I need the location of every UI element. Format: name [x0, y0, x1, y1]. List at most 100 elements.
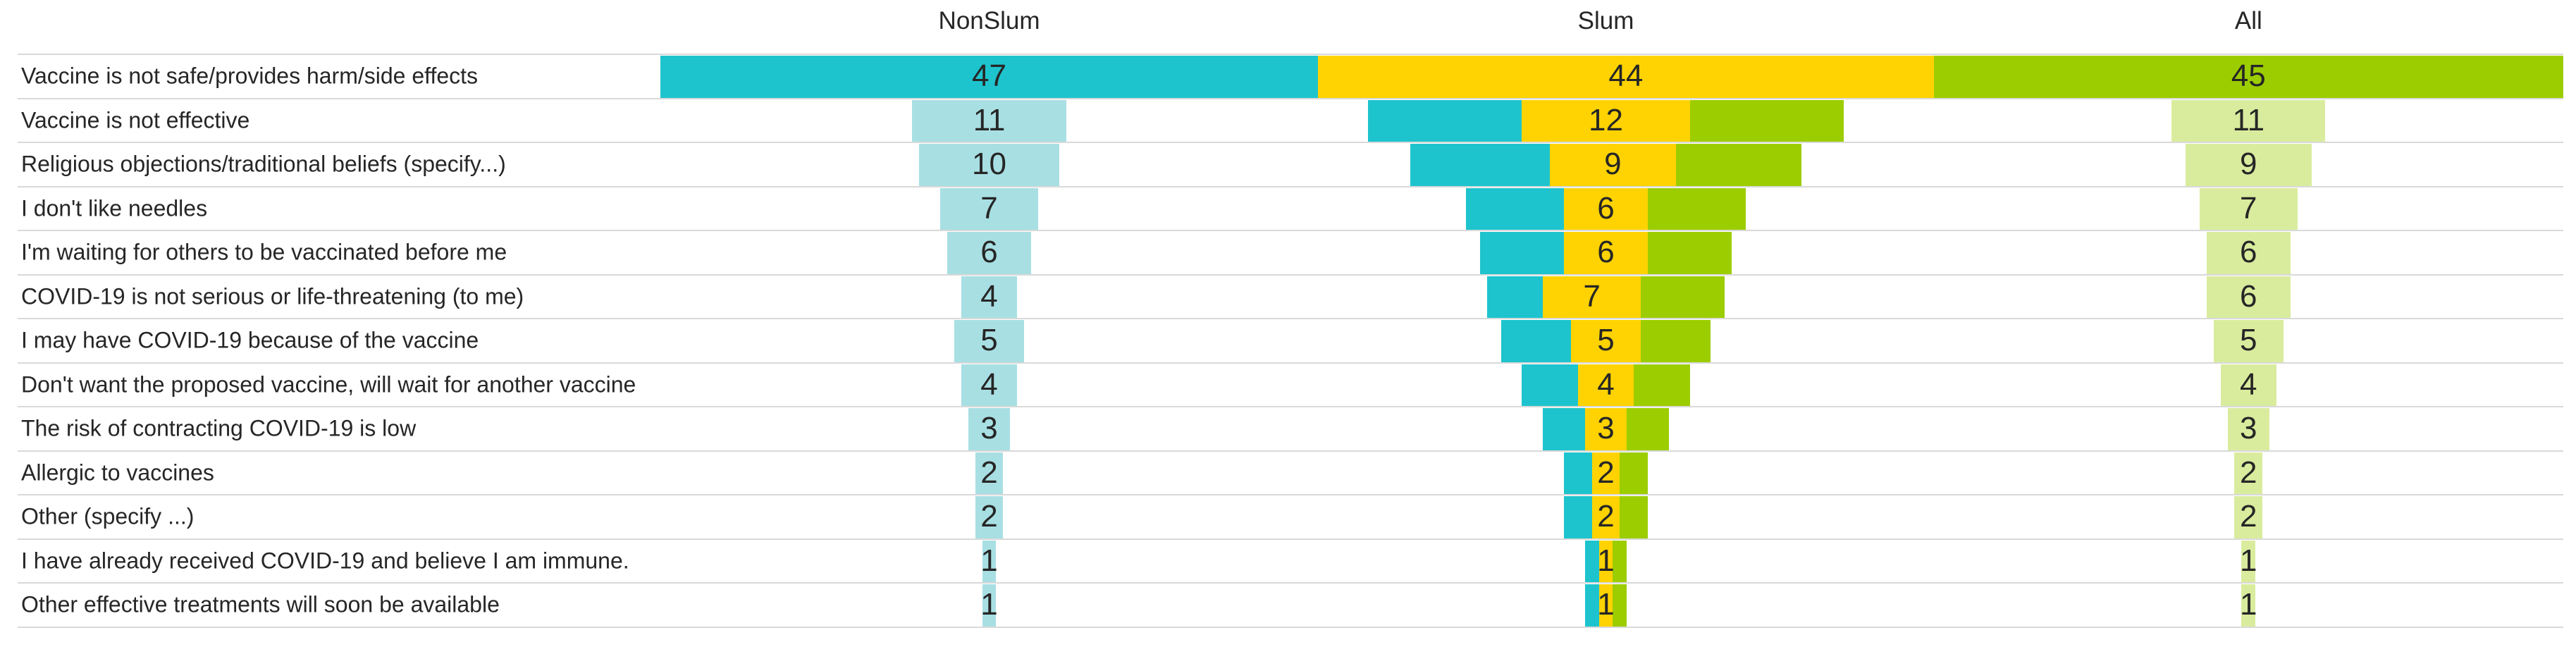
bar-slum[interactable]	[1584, 408, 1627, 451]
bar-nonslum[interactable]	[982, 584, 997, 627]
stack-segment-all[interactable]	[1689, 99, 1844, 142]
column-header-slum: Slum	[1577, 7, 1634, 35]
stack-segment-nonslum[interactable]	[1465, 187, 1564, 230]
bar-all[interactable]	[2241, 540, 2256, 583]
stack-segment-nonslum[interactable]	[1410, 144, 1551, 187]
gridline	[18, 142, 2563, 143]
bar-nonslum[interactable]	[975, 496, 1004, 539]
bar-all[interactable]	[2185, 144, 2312, 187]
stack-segment-all[interactable]	[1613, 584, 1627, 627]
stack-segment-nonslum[interactable]	[1522, 364, 1578, 407]
stack-segment-nonslum[interactable]	[1486, 276, 1543, 319]
value-label: 1	[2240, 543, 2257, 578]
bar-row1-nonslum[interactable]	[660, 56, 1319, 99]
gridline	[18, 582, 2563, 584]
bar-slum[interactable]	[1543, 276, 1641, 319]
bar-all[interactable]	[2206, 276, 2291, 319]
row-label: I may have COVID-19 because of the vacci…	[21, 327, 479, 353]
gridline	[18, 97, 2563, 99]
row-label: Other (specify ...)	[21, 503, 195, 529]
bar-slum[interactable]	[1577, 364, 1634, 407]
bar-nonslum[interactable]	[982, 540, 997, 583]
stack-segment-all[interactable]	[1641, 320, 1711, 363]
bar-nonslum[interactable]	[947, 232, 1032, 275]
value-label: 1	[1597, 587, 1615, 622]
stack-segment-nonslum[interactable]	[1584, 540, 1599, 583]
stack-segment-nonslum[interactable]	[1543, 408, 1585, 451]
stack-segment-nonslum[interactable]	[1500, 320, 1571, 363]
value-label: 6	[1597, 235, 1615, 270]
stack-segment-all[interactable]	[1620, 496, 1648, 539]
bar-nonslum[interactable]	[961, 276, 1018, 319]
value-label: 1	[2240, 587, 2257, 622]
bar-slum[interactable]	[1522, 99, 1690, 142]
row-label: COVID-19 is not serious or life-threaten…	[21, 283, 524, 309]
value-label: 11	[973, 102, 1006, 137]
stack-segment-all[interactable]	[1627, 408, 1669, 451]
value-label: 9	[1604, 147, 1622, 182]
bar-all[interactable]	[2206, 232, 2291, 275]
bar-all[interactable]	[2234, 496, 2263, 539]
stack-segment-all[interactable]	[1675, 144, 1802, 187]
value-label: 4	[980, 278, 998, 314]
bar-row1-slum[interactable]	[1318, 56, 1934, 99]
stack-segment-nonslum[interactable]	[1368, 99, 1522, 142]
row-label: Vaccine is not safe/provides harm/side e…	[21, 63, 479, 89]
bar-slum[interactable]	[1598, 584, 1613, 627]
value-label: 6	[2240, 235, 2257, 270]
bar-nonslum[interactable]	[940, 187, 1039, 230]
value-label: 10	[972, 147, 1007, 182]
value-label: 47	[972, 58, 1007, 94]
value-label: 4	[1597, 366, 1615, 402]
bar-slum[interactable]	[1563, 232, 1648, 275]
bar-all[interactable]	[2220, 364, 2276, 407]
bar-all[interactable]	[2199, 187, 2298, 230]
value-label: 2	[1597, 499, 1615, 534]
value-label: 3	[2240, 411, 2257, 446]
value-label: 7	[2240, 190, 2257, 226]
bar-all[interactable]	[2234, 452, 2263, 495]
bar-nonslum[interactable]	[968, 408, 1011, 451]
gridline	[18, 230, 2563, 231]
gridline	[18, 273, 2563, 276]
bar-slum[interactable]	[1550, 144, 1676, 187]
bar-row1-all[interactable]	[1933, 56, 2563, 99]
stack-segment-all[interactable]	[1648, 232, 1732, 275]
gridline	[18, 626, 2563, 628]
bar-all[interactable]	[2241, 584, 2256, 627]
bar-nonslum[interactable]	[961, 364, 1018, 407]
bar-slum[interactable]	[1598, 540, 1613, 583]
value-label: 12	[1589, 102, 1623, 137]
stack-segment-all[interactable]	[1620, 452, 1648, 495]
stack-segment-all[interactable]	[1641, 276, 1725, 319]
gridline	[18, 54, 2563, 55]
value-label: 1	[980, 543, 998, 578]
row-label: Religious objections/traditional beliefs…	[21, 151, 506, 177]
bar-all[interactable]	[2213, 320, 2284, 363]
value-label: 9	[2240, 147, 2257, 182]
bar-nonslum[interactable]	[954, 320, 1025, 363]
stack-segment-nonslum[interactable]	[1584, 584, 1599, 627]
bar-nonslum[interactable]	[912, 99, 1066, 142]
stack-segment-nonslum[interactable]	[1563, 452, 1592, 495]
bar-slum[interactable]	[1563, 187, 1648, 230]
bar-nonslum[interactable]	[975, 452, 1004, 495]
value-label: 45	[2231, 58, 2266, 94]
stack-segment-all[interactable]	[1648, 187, 1746, 230]
bar-slum[interactable]	[1570, 320, 1641, 363]
value-label: 2	[2240, 499, 2257, 534]
stack-segment-all[interactable]	[1613, 540, 1627, 583]
bar-slum[interactable]	[1591, 496, 1620, 539]
value-label: 6	[2240, 278, 2257, 314]
value-label: 4	[980, 366, 998, 402]
bar-slum[interactable]	[1591, 452, 1620, 495]
stack-segment-nonslum[interactable]	[1479, 232, 1564, 275]
stack-segment-all[interactable]	[1634, 364, 1690, 407]
stack-segment-nonslum[interactable]	[1563, 496, 1592, 539]
value-label: 44	[1608, 58, 1644, 94]
column-header-all: All	[2234, 7, 2262, 35]
bar-all[interactable]	[2227, 408, 2270, 451]
value-label: 7	[980, 190, 998, 226]
bar-all[interactable]	[2171, 99, 2326, 142]
bar-nonslum[interactable]	[919, 144, 1059, 187]
